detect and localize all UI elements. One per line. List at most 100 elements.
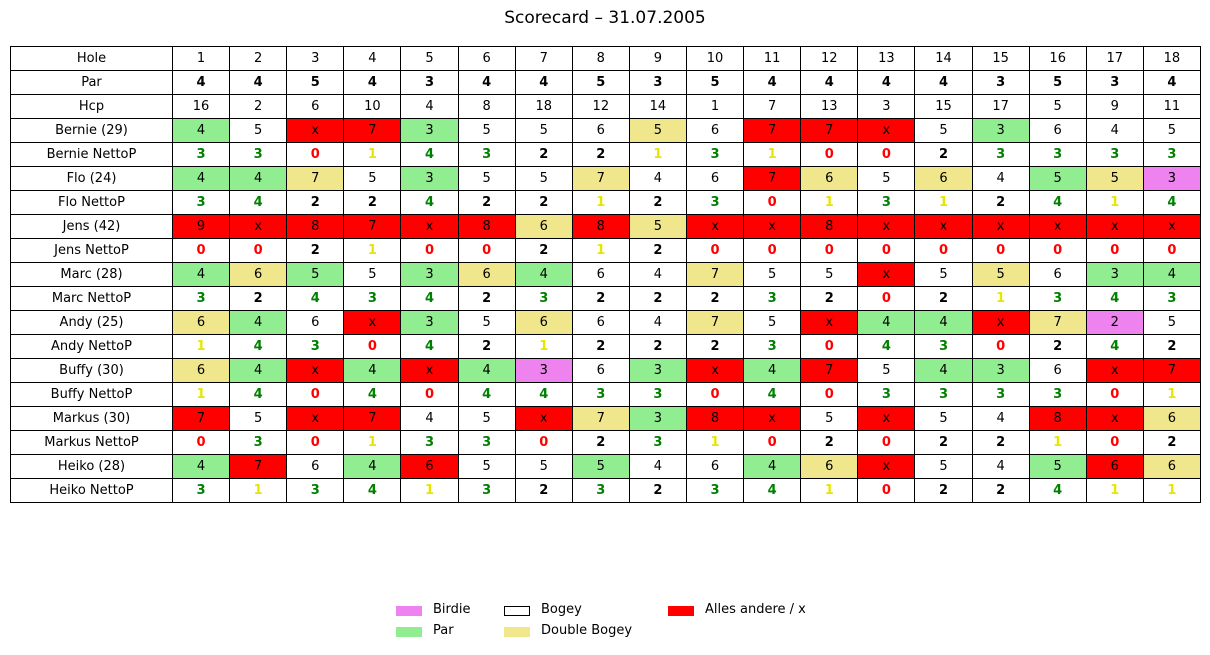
score-cell: x — [1142, 214, 1202, 239]
score-cell: 4 — [229, 358, 288, 383]
score-cell: 6 — [286, 94, 345, 119]
score-cell: 0 — [857, 286, 916, 311]
score-cell: x — [685, 214, 745, 239]
score-cell: x — [1085, 214, 1144, 239]
player-row: Marc (28) 4 6 5 5 3 6 4 6 4 7 5 5 x 5 5 6 3 4 — [10, 262, 1202, 287]
score-cell: 6 — [171, 358, 231, 383]
score-cell: 3 — [171, 478, 231, 503]
score-cell: 0 — [457, 238, 516, 263]
score-cell: 1 — [343, 430, 402, 455]
score-cell: 3 — [628, 406, 687, 431]
score-cell: 6 — [685, 454, 745, 479]
score-cell: 8 — [571, 214, 630, 239]
score-cell: 0 — [1142, 238, 1202, 263]
score-cell: 2 — [628, 286, 687, 311]
score-cell: 1 — [800, 190, 859, 215]
score-cell: 0 — [857, 142, 916, 167]
score-cell: 0 — [343, 334, 402, 359]
score-cell: 6 — [286, 310, 345, 335]
score-cell: 0 — [800, 142, 859, 167]
legend-swatch — [668, 606, 694, 616]
score-cell: 2 — [800, 430, 859, 455]
score-cell: 1 — [1142, 382, 1202, 407]
score-cell: 3 — [1028, 382, 1087, 407]
score-cell: 4 — [857, 310, 916, 335]
score-cell: 6 — [1028, 358, 1087, 383]
row-label: Bernie NettoP — [10, 142, 173, 167]
score-cell: 3 — [286, 334, 345, 359]
score-cell: 2 — [229, 46, 288, 71]
score-cell: 7 — [800, 358, 859, 383]
score-cell: 6 — [571, 118, 630, 143]
score-cell: 1 — [571, 238, 630, 263]
score-cell: 3 — [685, 478, 745, 503]
score-cell: 8 — [571, 46, 630, 71]
score-cell: 6 — [229, 262, 288, 287]
legend-label: Alles andere / x — [705, 602, 806, 617]
score-cell: 4 — [400, 406, 459, 431]
score-cell: 5 — [1028, 166, 1087, 191]
score-cell: 6 — [286, 454, 345, 479]
score-cell: 4 — [514, 382, 573, 407]
score-cell: 5 — [457, 406, 516, 431]
legend-swatch — [396, 627, 422, 637]
score-cell: 3 — [286, 46, 345, 71]
row-label: Bernie (29) — [10, 118, 173, 143]
score-cell: 5 — [628, 118, 687, 143]
score-cell: 4 — [1028, 478, 1087, 503]
score-cell: 5 — [914, 454, 973, 479]
legend-label: Double Bogey — [541, 623, 633, 638]
row-label: Hole — [10, 46, 173, 71]
score-cell: 4 — [457, 70, 516, 95]
score-cell: 8 — [457, 214, 516, 239]
score-cell: 6 — [1085, 454, 1144, 479]
score-cell: 1 — [171, 382, 231, 407]
score-cell: 5 — [1085, 166, 1144, 191]
score-cell: 0 — [800, 238, 859, 263]
score-cell: 4 — [628, 166, 687, 191]
player-row: Andy (25) 6 4 6 x 3 5 6 6 4 7 5 x 4 4 x 7 2 5 — [10, 310, 1202, 335]
score-cell: 2 — [914, 478, 973, 503]
score-cell: 3 — [1028, 142, 1087, 167]
score-cell: 7 — [743, 94, 802, 119]
score-cell: 7 — [743, 118, 802, 143]
score-cell: 1 — [229, 478, 288, 503]
score-cell: 4 — [343, 358, 402, 383]
legend: Birdie Par Bogey Double Bogey Alles andere /… — [396, 602, 836, 646]
score-cell: 2 — [571, 334, 630, 359]
score-cell: 0 — [171, 238, 231, 263]
score-cell: 5 — [628, 214, 687, 239]
score-cell: x — [229, 214, 288, 239]
score-cell: 0 — [685, 382, 745, 407]
score-cell: 0 — [286, 430, 345, 455]
score-cell: 4 — [857, 70, 916, 95]
score-cell: 18 — [514, 94, 573, 119]
score-cell: 0 — [286, 142, 345, 167]
score-cell: x — [286, 118, 345, 143]
legend-swatch — [396, 606, 422, 616]
score-cell: 2 — [286, 238, 345, 263]
score-cell: 2 — [628, 478, 687, 503]
score-cell: 3 — [171, 286, 231, 311]
score-cell: 4 — [971, 166, 1030, 191]
score-cell: 5 — [457, 166, 516, 191]
score-cell: 4 — [1142, 70, 1202, 95]
score-cell: 6 — [1028, 262, 1087, 287]
score-cell: 3 — [971, 70, 1030, 95]
score-cell: 7 — [685, 262, 745, 287]
score-cell: 8 — [1028, 406, 1087, 431]
score-cell: 2 — [571, 430, 630, 455]
par-row: Par 4 4 5 4 3 4 4 5 3 5 4 4 4 4 3 5 3 4 — [10, 70, 1202, 95]
row-label: Andy NettoP — [10, 334, 173, 359]
score-cell: 3 — [685, 190, 745, 215]
score-cell: 5 — [914, 118, 973, 143]
score-cell: 4 — [171, 70, 231, 95]
score-cell: 6 — [571, 262, 630, 287]
netto-row: Flo NettoP 3 4 2 2 4 2 2 1 2 3 0 1 3 1 2 4 1 4 — [10, 190, 1202, 215]
row-label: Par — [10, 70, 173, 95]
row-label: Markus NettoP — [10, 430, 173, 455]
score-cell: 6 — [571, 310, 630, 335]
score-cell: 3 — [514, 358, 573, 383]
score-cell: 0 — [400, 382, 459, 407]
score-cell: 10 — [685, 46, 745, 71]
